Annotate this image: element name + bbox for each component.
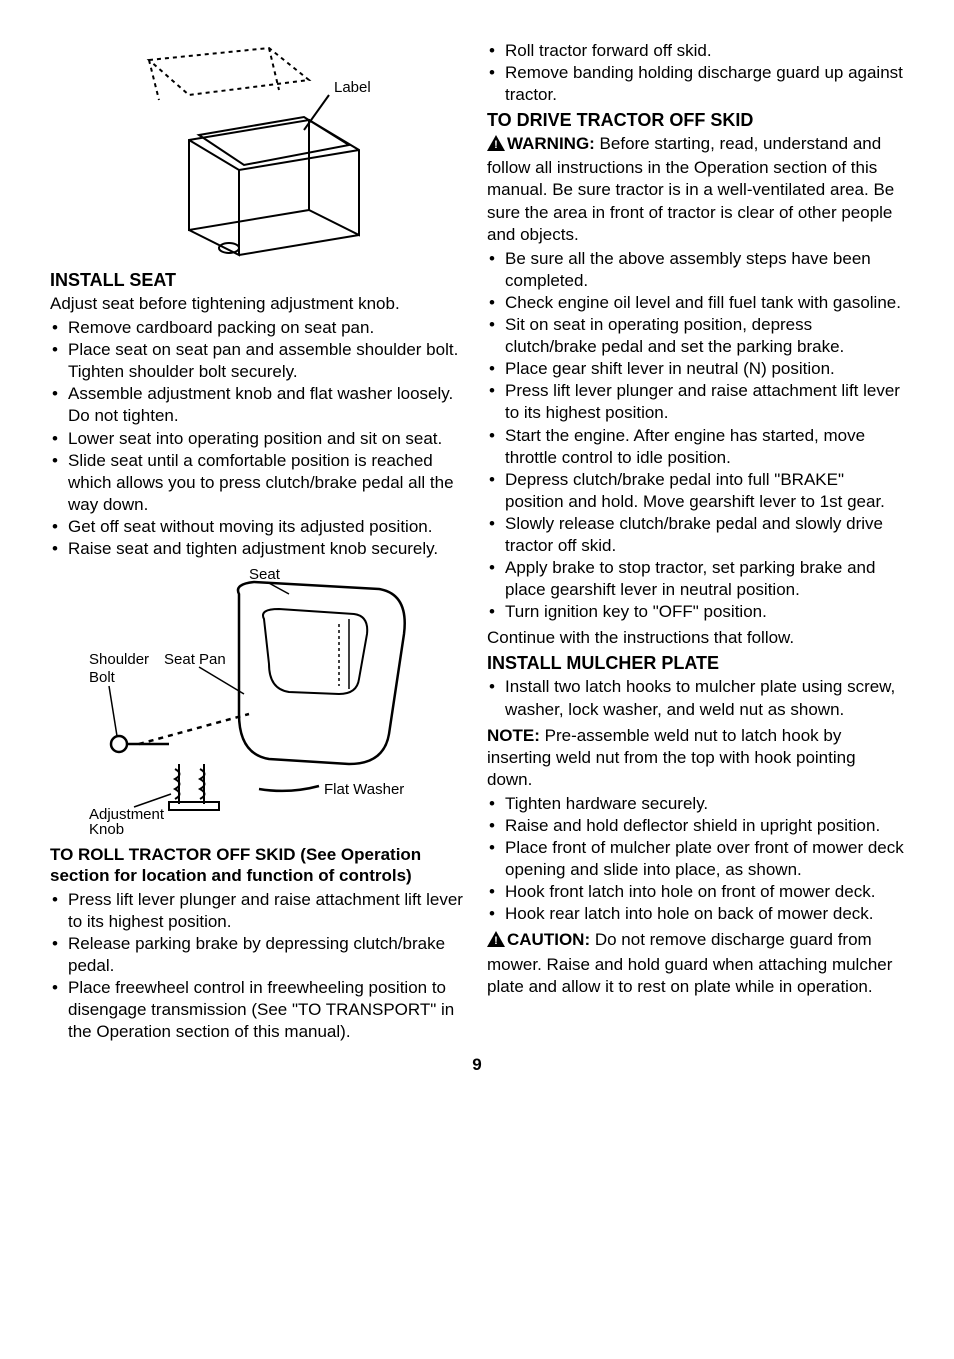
list-item: Apply brake to stop tractor, set parking… (505, 557, 904, 601)
svg-text:Flat Washer: Flat Washer (324, 781, 404, 798)
list-item: Remove cardboard packing on seat pan. (68, 317, 467, 339)
svg-text:Seat: Seat (249, 566, 281, 583)
list-item: Press lift lever plunger and raise attac… (68, 889, 467, 933)
svg-text:!: ! (494, 935, 498, 947)
list-item: Depress clutch/brake pedal into full "BR… (505, 469, 904, 513)
install-seat-bullets: Remove cardboard packing on seat pan. Pl… (50, 317, 467, 560)
list-item: Assemble adjustment knob and flat washer… (68, 383, 467, 427)
drive-tractor-bullets: Be sure all the above assembly steps hav… (487, 248, 904, 624)
fig1-label: Label (334, 79, 371, 96)
svg-text:Seat Pan: Seat Pan (164, 651, 226, 668)
svg-text:!: ! (494, 139, 498, 151)
roll-tractor-bullets: Press lift lever plunger and raise attac… (50, 889, 467, 1044)
list-item: Roll tractor forward off skid. (505, 40, 904, 62)
drive-tractor-heading: TO DRIVE TRACTOR OFF SKID (487, 110, 904, 131)
list-item: Slide seat until a comfortable position … (68, 450, 467, 516)
mulcher-heading: INSTALL MULCHER PLATE (487, 653, 904, 674)
list-item: Turn ignition key to "OFF" position. (505, 601, 904, 623)
caution-label: CAUTION: (507, 930, 590, 949)
list-item: Hook front latch into hole on front of m… (505, 881, 904, 903)
list-item: Raise and hold deflector shield in uprig… (505, 815, 904, 837)
mulcher-bullets-2: Tighten hardware securely. Raise and hol… (487, 793, 904, 926)
left-column: Label INSTALL SEAT Adjust seat before ti… (50, 40, 467, 1047)
list-item: Be sure all the above assembly steps hav… (505, 248, 904, 292)
svg-text:Shoulder: Shoulder (89, 651, 149, 668)
warning-block: ! WARNING: Before starting, read, unders… (487, 133, 904, 245)
drive-outro: Continue with the instructions that foll… (487, 627, 904, 649)
battery-diagram-svg: Label (129, 40, 389, 260)
list-item: Place seat on seat pan and assemble shou… (68, 339, 467, 383)
caution-icon: ! (487, 931, 505, 953)
right-column: Roll tractor forward off skid. Remove ba… (487, 40, 904, 1047)
list-item: Tighten hardware securely. (505, 793, 904, 815)
warning-icon: ! (487, 135, 505, 157)
svg-text:Knob: Knob (89, 821, 124, 834)
svg-text:Bolt: Bolt (89, 669, 116, 686)
list-item: Press lift lever plunger and raise attac… (505, 380, 904, 424)
list-item: Slowly release clutch/brake pedal and sl… (505, 513, 904, 557)
list-item: Get off seat without moving its adjusted… (68, 516, 467, 538)
figure-battery: Label (50, 40, 467, 260)
install-seat-heading: INSTALL SEAT (50, 270, 467, 291)
list-item: Start the engine. After engine has start… (505, 425, 904, 469)
mulcher-bullets-1: Install two latch hooks to mulcher plate… (487, 676, 904, 720)
list-item: Remove banding holding discharge guard u… (505, 62, 904, 106)
list-item: Raise seat and tighten adjustment knob s… (68, 538, 467, 560)
caution-block: ! CAUTION: Do not remove discharge guard… (487, 929, 904, 997)
seat-diagram-svg: Seat Shoulder Bolt Seat Pan Flat Washer … (89, 564, 429, 834)
top-right-bullets: Roll tractor forward off skid. Remove ba… (487, 40, 904, 106)
roll-tractor-heading: TO ROLL TRACTOR OFF SKID (See Operation … (50, 844, 467, 887)
note-block: NOTE: Pre-assemble weld nut to latch hoo… (487, 725, 904, 791)
list-item: Install two latch hooks to mulcher plate… (505, 676, 904, 720)
list-item: Release parking brake by depressing clut… (68, 933, 467, 977)
list-item: Place front of mulcher plate over front … (505, 837, 904, 881)
note-text: Pre-assemble weld nut to latch hook by i… (487, 726, 856, 789)
figure-seat: Seat Shoulder Bolt Seat Pan Flat Washer … (50, 564, 467, 834)
list-item: Hook rear latch into hole on back of mow… (505, 903, 904, 925)
note-label: NOTE: (487, 726, 540, 745)
page-number: 9 (50, 1055, 904, 1075)
warning-label: WARNING: (507, 134, 595, 153)
list-item: Check engine oil level and fill fuel tan… (505, 292, 904, 314)
list-item: Place gear shift lever in neutral (N) po… (505, 358, 904, 380)
install-seat-intro: Adjust seat before tightening adjustment… (50, 293, 467, 315)
page-content: Label INSTALL SEAT Adjust seat before ti… (50, 40, 904, 1047)
list-item: Sit on seat in operating position, depre… (505, 314, 904, 358)
list-item: Lower seat into operating position and s… (68, 428, 467, 450)
list-item: Place freewheel control in freewheeling … (68, 977, 467, 1043)
